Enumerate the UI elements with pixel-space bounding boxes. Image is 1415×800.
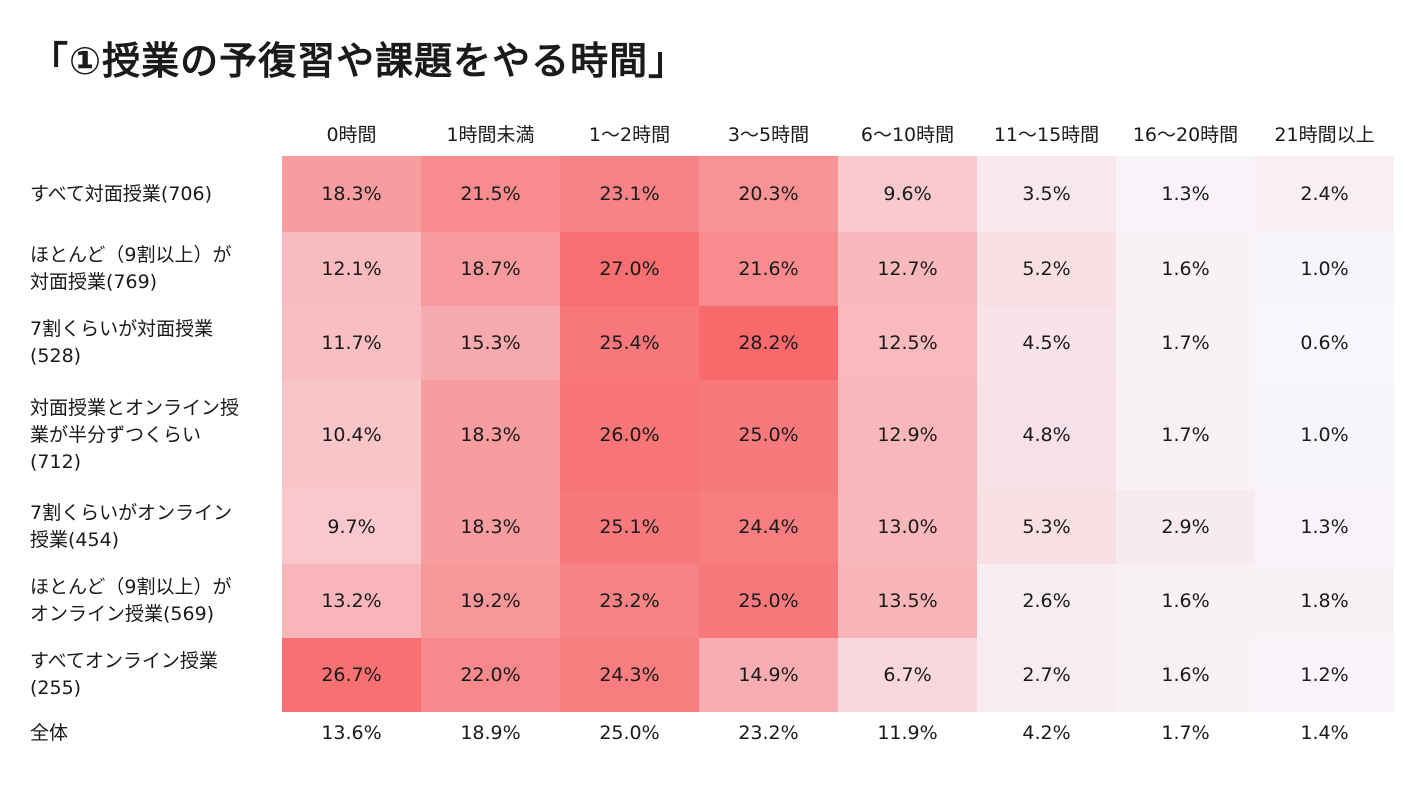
heatmap-cell: 23.1% <box>560 156 699 232</box>
heatmap-cell: 1.6% <box>1116 564 1255 638</box>
column-header: 1時間未満 <box>446 124 535 146</box>
heatmap-cell: 25.4% <box>560 306 699 380</box>
heatmap-cell: 12.9% <box>838 380 977 490</box>
heatmap-cell: 2.6% <box>977 564 1116 638</box>
heatmap-cell: 25.0% <box>699 564 838 638</box>
heatmap-cell: 18.3% <box>282 156 421 232</box>
heatmap-cell: 1.6% <box>1116 232 1255 306</box>
chart-title: 「①授業の予復習や課題をやる時間」 <box>30 39 688 83</box>
total-cell: 1.4% <box>1300 722 1349 744</box>
total-cell: 23.2% <box>738 722 799 744</box>
heatmap-cell: 4.5% <box>977 306 1116 380</box>
heatmap-cell: 14.9% <box>699 638 838 712</box>
heatmap-cell: 18.7% <box>421 232 560 306</box>
column-header: 3〜5時間 <box>727 124 810 146</box>
column-header: 1〜2時間 <box>588 124 671 146</box>
heatmap-cell: 26.7% <box>282 638 421 712</box>
heatmap-cell: 6.7% <box>838 638 977 712</box>
heatmap-cell: 1.8% <box>1255 564 1394 638</box>
heatmap-cell: 15.3% <box>421 306 560 380</box>
heatmap-cell: 12.1% <box>282 232 421 306</box>
total-cell: 18.9% <box>460 722 521 744</box>
row-label: すべて対面授業(706) <box>30 182 213 205</box>
heatmap-cell: 3.5% <box>977 156 1116 232</box>
heatmap-cell: 23.2% <box>560 564 699 638</box>
row-label: すべてオンライン授業 (255) <box>30 650 218 699</box>
heatmap-cell: 12.5% <box>838 306 977 380</box>
heatmap-cell: 9.6% <box>838 156 977 232</box>
total-cell: 25.0% <box>599 722 660 744</box>
column-header: 11〜15時間 <box>993 124 1100 146</box>
heatmap-cell: 1.3% <box>1116 156 1255 232</box>
heatmap-cell: 13.5% <box>838 564 977 638</box>
heatmap-cell: 1.3% <box>1255 490 1394 564</box>
heatmap-cell: 5.3% <box>977 490 1116 564</box>
heatmap-cell: 2.4% <box>1255 156 1394 232</box>
heatmap-cell: 1.6% <box>1116 638 1255 712</box>
heatmap-cell: 25.1% <box>560 490 699 564</box>
row-label: 対面授業とオンライン授 業が半分ずつくらい (712) <box>30 396 240 473</box>
total-row-label: 全体 <box>30 721 69 744</box>
heatmap-cell: 18.3% <box>421 490 560 564</box>
heatmap-cell: 18.3% <box>421 380 560 490</box>
row-label: ほとんど（9割以上）が 対面授業(769) <box>30 244 232 293</box>
row-label: 7割くらいがオンライン 授業(454) <box>30 502 233 551</box>
heatmap-cell: 2.9% <box>1116 490 1255 564</box>
column-header: 16〜20時間 <box>1132 124 1239 146</box>
row-label: 7割くらいが対面授業 (528) <box>30 318 214 367</box>
row-label: ほとんど（9割以上）が オンライン授業(569) <box>30 576 232 625</box>
heatmap-cell: 21.6% <box>699 232 838 306</box>
total-cell: 13.6% <box>321 722 382 744</box>
heatmap-cell: 21.5% <box>421 156 560 232</box>
heatmap-cell: 24.3% <box>560 638 699 712</box>
heatmap-cell: 9.7% <box>282 490 421 564</box>
heatmap-cell: 25.0% <box>699 380 838 490</box>
total-cell: 11.9% <box>877 722 938 744</box>
heatmap-cell: 1.7% <box>1116 306 1255 380</box>
column-header: 6〜10時間 <box>860 124 955 146</box>
heatmap-cell: 12.7% <box>838 232 977 306</box>
total-cell: 1.7% <box>1161 722 1210 744</box>
heatmap-cell: 22.0% <box>421 638 560 712</box>
heatmap-cell: 1.2% <box>1255 638 1394 712</box>
heatmap-cell: 20.3% <box>699 156 838 232</box>
heatmap-cell: 0.6% <box>1255 306 1394 380</box>
heatmap-cell: 27.0% <box>560 232 699 306</box>
heatmap-cell: 24.4% <box>699 490 838 564</box>
heatmap-cell: 13.0% <box>838 490 977 564</box>
heatmap-cell: 13.2% <box>282 564 421 638</box>
total-cell: 4.2% <box>1022 722 1071 744</box>
heatmap-cell: 5.2% <box>977 232 1116 306</box>
heatmap-cell: 1.7% <box>1116 380 1255 490</box>
heatmap-cell: 4.8% <box>977 380 1116 490</box>
heatmap-cell: 2.7% <box>977 638 1116 712</box>
heatmap-cell: 26.0% <box>560 380 699 490</box>
column-header: 0時間 <box>326 124 377 146</box>
heatmap-cell: 10.4% <box>282 380 421 490</box>
heatmap-cell: 28.2% <box>699 306 838 380</box>
heatmap-cell: 1.0% <box>1255 232 1394 306</box>
heatmap-cell: 1.0% <box>1255 380 1394 490</box>
heatmap-cell: 11.7% <box>282 306 421 380</box>
heatmap-cell: 19.2% <box>421 564 560 638</box>
column-header: 21時間以上 <box>1274 124 1375 146</box>
